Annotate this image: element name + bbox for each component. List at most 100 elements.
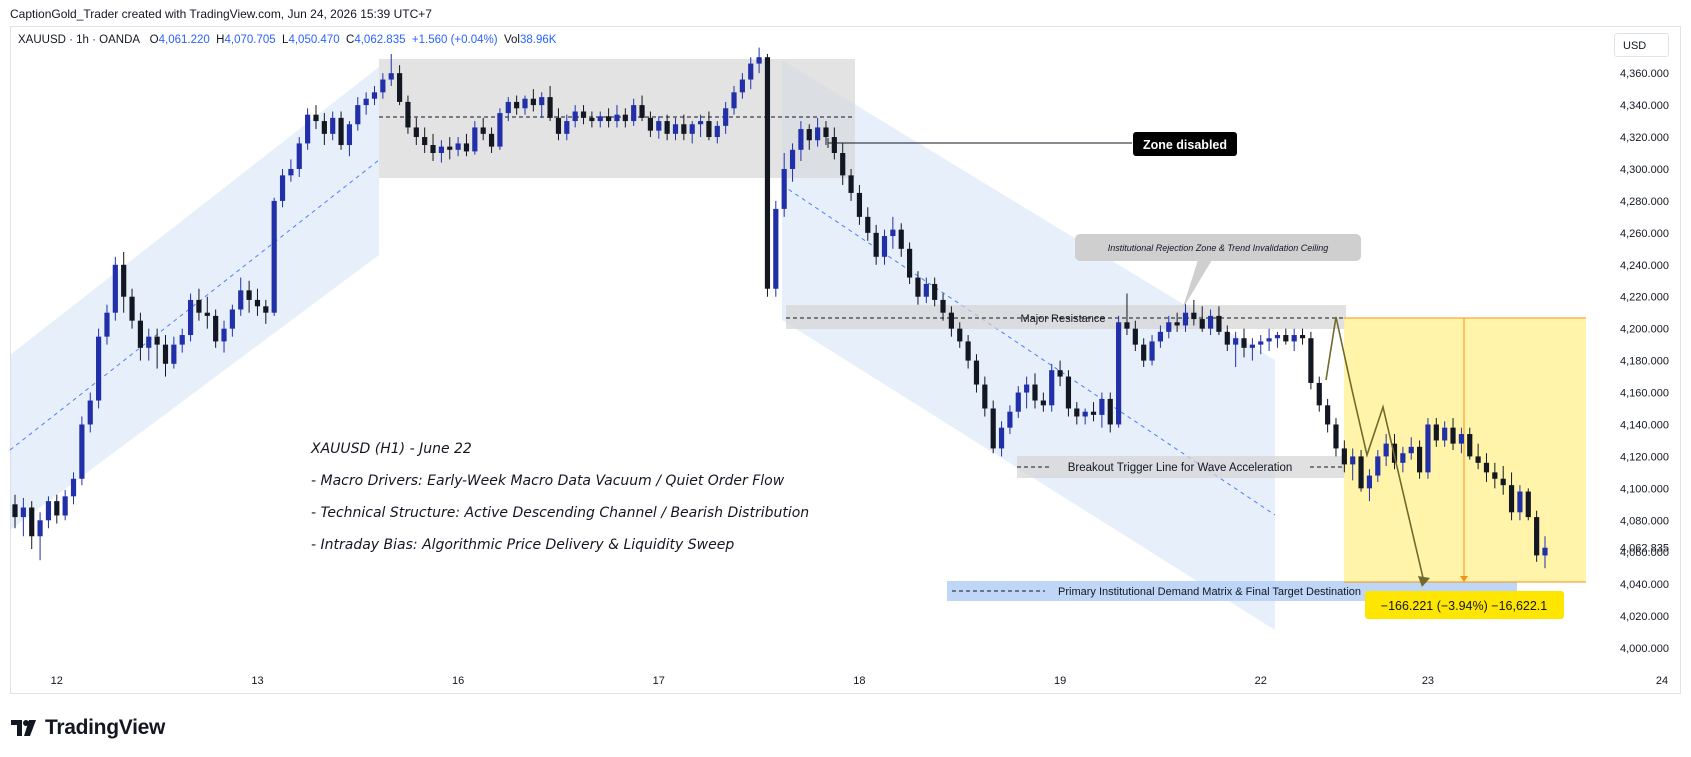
- candle: [539, 92, 545, 118]
- candle-body: [1492, 472, 1498, 479]
- candle: [990, 400, 996, 454]
- candle: [363, 92, 369, 115]
- candle-body: [405, 101, 411, 128]
- currency-selector[interactable]: USD: [1614, 33, 1669, 57]
- candle: [296, 137, 302, 177]
- symbol-ohlc-legend[interactable]: XAUUSD · 1h · OANDA O4,061.220 H4,070.70…: [18, 34, 556, 46]
- candle: [29, 501, 35, 550]
- candle-body: [1358, 456, 1364, 489]
- candle-body: [1333, 424, 1339, 449]
- analysis-title: XAUUSD (H1) - June 22: [311, 441, 472, 457]
- open-label: O: [149, 34, 159, 46]
- candle-body: [263, 306, 269, 313]
- candle-body: [1141, 344, 1147, 361]
- candle-body: [1500, 478, 1506, 486]
- candle-body: [505, 101, 511, 114]
- candle-body: [1375, 456, 1381, 476]
- major-resistance-label: Major Resistance: [1021, 313, 1106, 325]
- candle: [1216, 306, 1222, 336]
- candle: [606, 108, 612, 128]
- candle: [1375, 450, 1381, 482]
- candle-body: [539, 97, 545, 106]
- descending-channel[interactable]: [782, 60, 1275, 630]
- candle-body: [45, 501, 52, 521]
- candle: [1199, 306, 1205, 332]
- candle-body: [162, 344, 169, 364]
- candle: [263, 299, 269, 324]
- candle-body: [112, 264, 118, 313]
- candlestick-series: [12, 47, 1548, 569]
- candle: [998, 421, 1005, 457]
- zone-disabled-label[interactable]: Zone disabled: [1133, 132, 1237, 156]
- price-tick-label: 4,340.000: [1620, 100, 1669, 112]
- candle-body: [1291, 335, 1297, 342]
- candle-body: [447, 146, 453, 150]
- price-tick-label: 4,280.000: [1620, 196, 1669, 208]
- rejection-callout[interactable]: Institutional Rejection Zone & Trend Inv…: [1075, 234, 1361, 310]
- candle: [154, 328, 160, 369]
- candle-body: [1525, 491, 1531, 518]
- candle: [1049, 363, 1055, 412]
- candle: [781, 153, 787, 217]
- candle: [672, 117, 679, 141]
- candle: [1475, 443, 1481, 470]
- time-tick-label: 23: [1422, 675, 1434, 687]
- candle-body: [1425, 424, 1431, 473]
- measure-label[interactable]: −166.221 (−3.94%) −16,622.1: [1365, 591, 1564, 619]
- candle-body: [171, 344, 177, 364]
- symbol-name[interactable]: XAUUSD · 1h · OANDA: [18, 34, 141, 46]
- candle-body: [806, 129, 812, 141]
- tradingview-logo[interactable]: TradingView: [11, 716, 165, 740]
- candle-body: [1224, 331, 1230, 345]
- price-tick-label: 4,320.000: [1620, 132, 1669, 144]
- change-value: +1.560 (+0.04%): [411, 34, 498, 46]
- price-tick-label: 4,000.000: [1620, 643, 1669, 655]
- ascending-channel[interactable]: [10, 67, 379, 530]
- major-resistance-zone[interactable]: [786, 305, 1346, 329]
- candle: [463, 133, 470, 157]
- target-box[interactable]: [1344, 318, 1586, 582]
- candle-body: [363, 98, 369, 106]
- candle-body: [898, 229, 904, 249]
- candle-body: [597, 116, 603, 122]
- candle-body: [1124, 322, 1130, 329]
- candle: [96, 328, 102, 409]
- tradingview-logo-icon: [11, 720, 36, 736]
- candle-body: [1065, 376, 1072, 409]
- breakout-trigger-zone[interactable]: [1017, 456, 1346, 478]
- candle: [1107, 392, 1113, 433]
- candle: [580, 105, 587, 125]
- candle: [1358, 450, 1364, 492]
- candle: [305, 108, 311, 150]
- candle: [1099, 392, 1105, 428]
- time-axis[interactable]: 12 13 16 17 18 19 22 23 24: [51, 675, 1668, 687]
- candle: [915, 271, 921, 305]
- measure-arrowhead: [1460, 576, 1468, 582]
- candle-body: [497, 113, 503, 147]
- candle: [1024, 376, 1030, 409]
- candle-body: [1408, 446, 1414, 454]
- candle: [1065, 370, 1072, 417]
- candle-body: [1132, 328, 1138, 345]
- price-axis[interactable]: 4,000.000 4,020.000 4,040.000 4,060.000 4,08…: [1620, 68, 1669, 655]
- candle-body: [915, 277, 921, 297]
- candle-body: [572, 111, 578, 122]
- candle-body: [1049, 370, 1055, 406]
- candle-body: [12, 504, 18, 518]
- candle: [121, 252, 127, 313]
- price-tick-label: 4,220.000: [1620, 292, 1669, 304]
- candle: [488, 127, 495, 154]
- time-tick-label: 19: [1054, 675, 1066, 687]
- candle: [455, 137, 461, 157]
- time-tick-label: 24: [1656, 675, 1668, 687]
- price-tick-label: 4,240.000: [1620, 260, 1669, 272]
- candle-body: [697, 121, 704, 125]
- candle: [380, 73, 386, 99]
- candle-body: [739, 79, 745, 93]
- candle: [622, 108, 628, 128]
- candle-body: [29, 507, 35, 537]
- chart-credit: CaptionGold_Trader created with TradingV…: [10, 7, 432, 21]
- time-tick-label: 18: [853, 675, 865, 687]
- candle-body: [1057, 370, 1063, 377]
